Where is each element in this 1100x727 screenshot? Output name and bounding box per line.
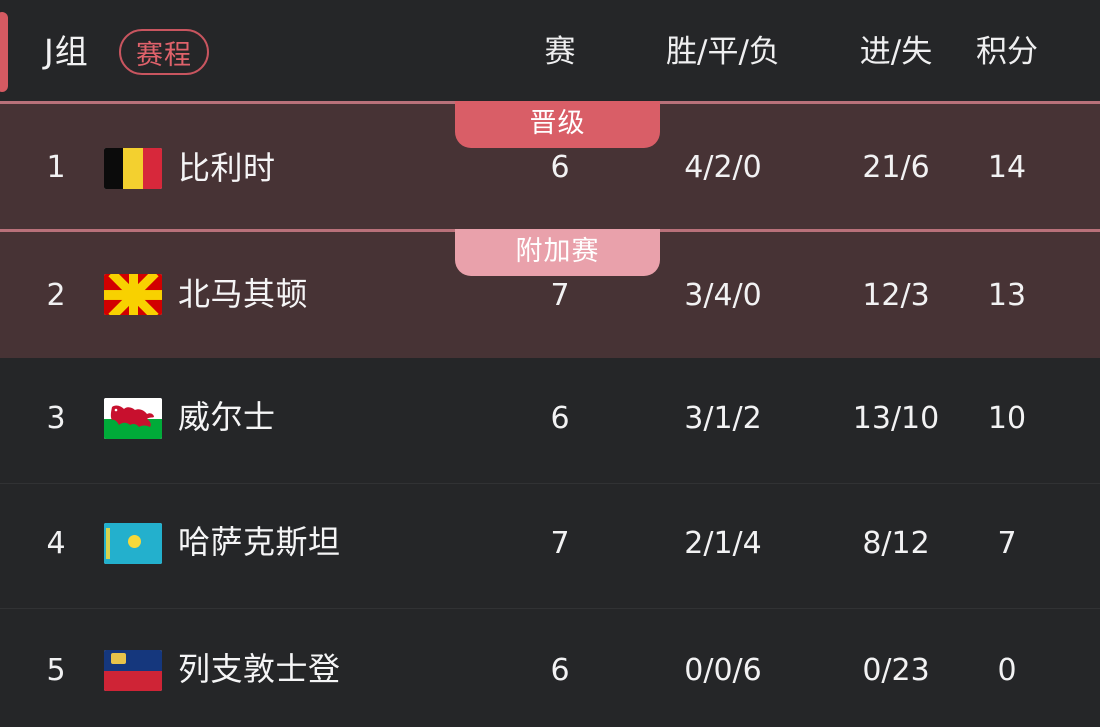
table-row[interactable]: 5 列支敦士登 6 0/0/6 0/23 0 <box>0 608 1100 727</box>
flag-liechtenstein-icon <box>104 650 162 691</box>
wdl-cell: 2/1/4 <box>684 526 762 561</box>
wdl-cell: 3/4/0 <box>684 278 762 313</box>
rank-cell: 3 <box>46 401 66 436</box>
played-cell: 6 <box>550 401 570 436</box>
points-cell: 13 <box>987 278 1027 313</box>
status-badge-label: 晋级 <box>529 107 586 139</box>
played-cell: 7 <box>550 278 570 313</box>
table-row[interactable]: 3 威尔士 6 3/1/2 13/10 10 <box>0 358 1100 483</box>
rank-cell: 1 <box>46 150 66 185</box>
played-cell: 6 <box>550 150 570 185</box>
played-cell: 6 <box>550 653 570 688</box>
flag-wales-icon <box>104 398 162 439</box>
goals-cell: 21/6 <box>862 150 930 185</box>
goals-cell: 12/3 <box>862 278 930 313</box>
status-badge-label: 附加赛 <box>515 235 600 267</box>
group-accent-bar <box>0 12 8 92</box>
goals-cell: 0/23 <box>862 653 930 688</box>
column-header-goals: 进/失 <box>859 34 933 70</box>
wdl-cell: 3/1/2 <box>684 401 762 436</box>
points-cell: 7 <box>997 526 1017 561</box>
points-cell: 14 <box>987 150 1027 185</box>
goals-cell: 8/12 <box>862 526 930 561</box>
team-name: 北马其顿 <box>178 275 309 313</box>
table-row[interactable]: 晋级 1 比利时 6 4/2/0 21/6 14 <box>0 101 1100 229</box>
team-name: 比利时 <box>178 149 276 187</box>
schedule-chip-label: 赛程 <box>136 39 192 71</box>
points-cell: 0 <box>997 653 1017 688</box>
team-name: 列支敦士登 <box>178 650 341 688</box>
column-header-wdl: 胜/平/负 <box>666 34 780 70</box>
table-row[interactable]: 附加赛 2 北马其顿 7 3/4/0 12/3 13 <box>0 229 1100 358</box>
table-header: J组 赛程 赛 胜/平/负 进/失 积分 <box>0 0 1100 101</box>
wdl-cell: 0/0/6 <box>684 653 762 688</box>
points-cell: 10 <box>987 401 1027 436</box>
wdl-cell: 4/2/0 <box>684 150 762 185</box>
status-badge-playoff: 附加赛 <box>455 229 660 276</box>
group-label: J组 <box>44 32 89 71</box>
column-header-played: 赛 <box>544 34 576 70</box>
flag-belgium-icon <box>104 148 162 189</box>
table-row[interactable]: 4 哈萨克斯坦 7 2/1/4 8/12 7 <box>0 483 1100 608</box>
flag-kazakhstan-icon <box>104 523 162 564</box>
played-cell: 7 <box>550 526 570 561</box>
flag-north-macedonia-icon <box>104 274 162 315</box>
goals-cell: 13/10 <box>852 401 940 436</box>
rank-cell: 4 <box>46 526 66 561</box>
column-header-points: 积分 <box>976 34 1038 70</box>
status-badge-promotion: 晋级 <box>455 101 660 148</box>
rank-cell: 2 <box>46 278 66 313</box>
team-name: 威尔士 <box>178 398 276 436</box>
team-name: 哈萨克斯坦 <box>178 523 341 561</box>
schedule-chip-button[interactable]: 赛程 <box>119 29 209 75</box>
rank-cell: 5 <box>46 653 66 688</box>
